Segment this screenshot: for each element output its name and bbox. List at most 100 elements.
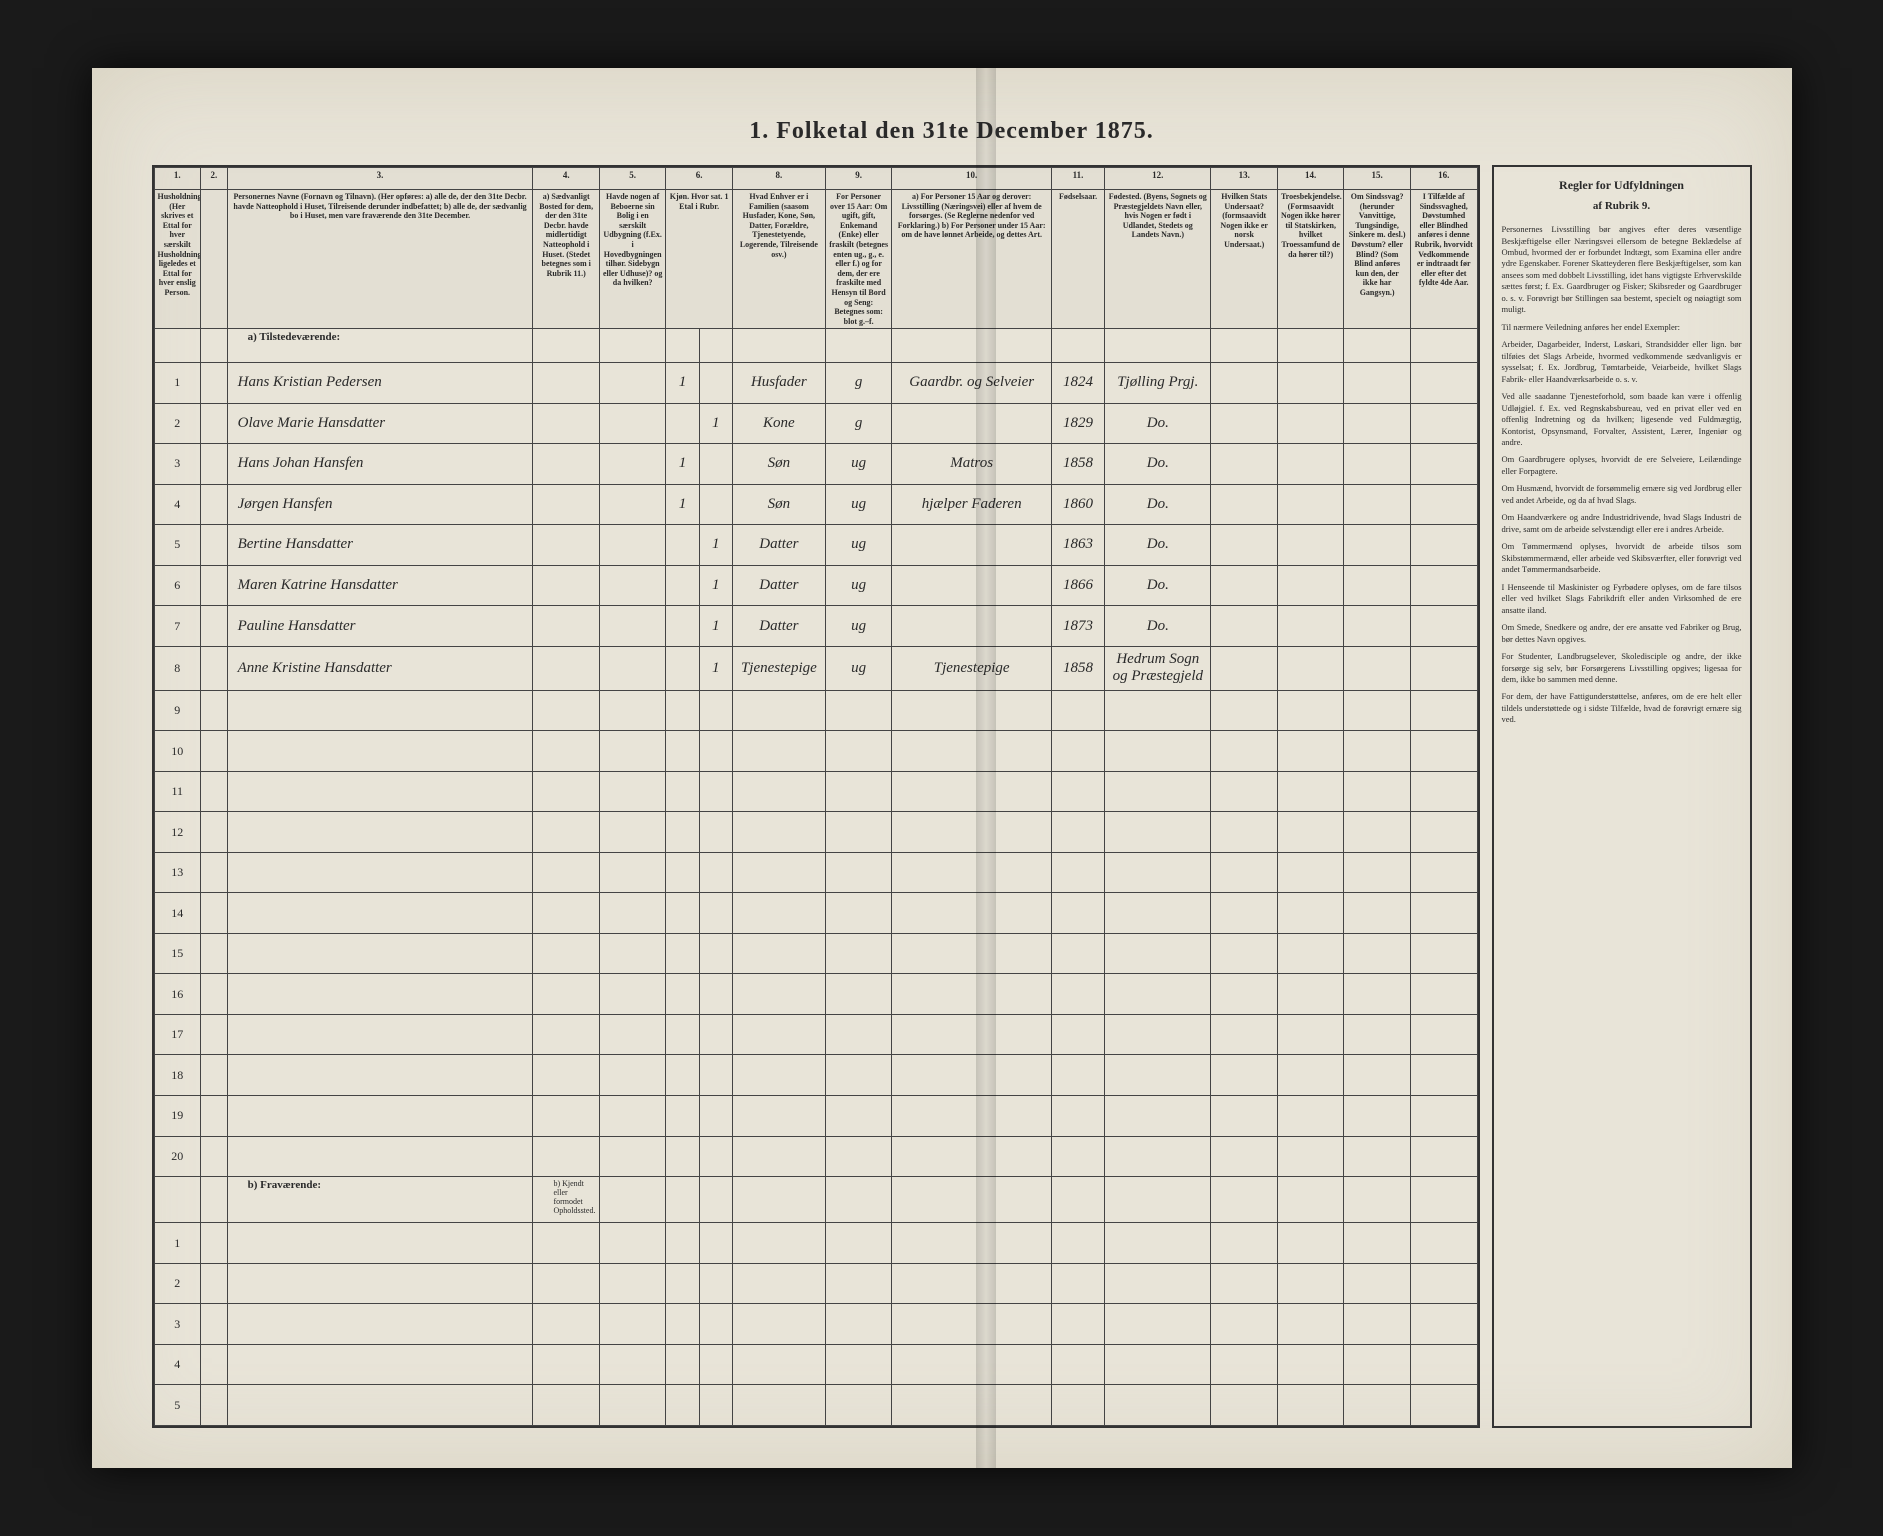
- table-cell: [666, 974, 699, 1015]
- table-cell: [666, 606, 699, 647]
- table-cell: [1410, 893, 1477, 934]
- page-title: 1. Folketal den 31te December 1875.: [152, 118, 1752, 145]
- table-cell: Do.: [1105, 525, 1211, 566]
- table-cell: 1: [699, 565, 732, 606]
- table-cell: [1105, 1385, 1211, 1426]
- table-cell: [1277, 1263, 1343, 1304]
- section-label: b) Fraværende:: [227, 1177, 533, 1223]
- table-cell: [533, 812, 599, 853]
- table-row: 5Bertine Hansdatter1Datterug1863Do.: [154, 525, 1477, 566]
- table-cell: [533, 444, 599, 485]
- table-cell: [1051, 933, 1104, 974]
- table-cell: [599, 484, 665, 525]
- document-page: 1. Folketal den 31te December 1875. 1. 2…: [92, 68, 1792, 1468]
- table-cell: Do.: [1105, 484, 1211, 525]
- table-cell: [1051, 731, 1104, 772]
- table-cell: [533, 1223, 599, 1264]
- table-cell: [699, 1096, 732, 1137]
- table-cell: 7: [154, 606, 201, 647]
- table-cell: [825, 1263, 891, 1304]
- table-cell: [599, 646, 665, 690]
- table-cell: [1410, 812, 1477, 853]
- table-cell: [825, 852, 891, 893]
- table-cell: [201, 484, 228, 525]
- table-cell: [1211, 484, 1277, 525]
- table-cell: 15: [154, 933, 201, 974]
- table-cell: [1211, 771, 1277, 812]
- table-cell: [1105, 1344, 1211, 1385]
- table-cell: [1105, 1096, 1211, 1137]
- col-header: Husholdninger. (Her skrives et Ettal for…: [154, 190, 201, 329]
- table-cell: [599, 933, 665, 974]
- table-cell: [599, 363, 665, 404]
- table-cell: [1344, 1136, 1410, 1177]
- table-cell: [227, 812, 533, 853]
- table-cell: [1105, 933, 1211, 974]
- table-cell: [1051, 1055, 1104, 1096]
- table-cell: [227, 1385, 533, 1426]
- table-cell: [1211, 812, 1277, 853]
- rules-sidebar: Regler for Udfyldningen af Rubrik 9. Per…: [1492, 165, 1752, 1428]
- table-cell: 18: [154, 1055, 201, 1096]
- table-cell: [1344, 1055, 1410, 1096]
- table-cell: [666, 1096, 699, 1137]
- table-cell: 1873: [1051, 606, 1104, 647]
- table-cell: Bertine Hansdatter: [227, 525, 533, 566]
- table-cell: [1211, 974, 1277, 1015]
- table-cell: [1211, 690, 1277, 731]
- table-cell: [1051, 974, 1104, 1015]
- table-cell: [1410, 974, 1477, 1015]
- table-cell: Hans Kristian Pedersen: [227, 363, 533, 404]
- table-cell: [732, 1223, 825, 1264]
- column-header-row: Husholdninger. (Her skrives et Ettal for…: [154, 190, 1477, 329]
- table-cell: [699, 731, 732, 772]
- table-body: a) Tilstedeværende: 1 Hans Kristian Peders…: [154, 329, 1477, 1426]
- table-cell: [892, 812, 1052, 853]
- table-cell: [699, 444, 732, 485]
- table-cell: [666, 403, 699, 444]
- table-cell: [892, 974, 1052, 1015]
- table-cell: 5: [154, 525, 201, 566]
- table-cell: [1410, 444, 1477, 485]
- colnum: 5.: [599, 168, 665, 190]
- table-cell: [1410, 1344, 1477, 1385]
- table-cell: [201, 1136, 228, 1177]
- table-cell: [666, 1344, 699, 1385]
- table-cell: [599, 852, 665, 893]
- table-cell: [825, 1223, 891, 1264]
- table-row: 17: [154, 1014, 1477, 1055]
- col-header: Personernes Navne (Fornavn og Tilnavn). …: [227, 190, 533, 329]
- table-cell: [201, 1263, 228, 1304]
- table-cell: [825, 1385, 891, 1426]
- sidebar-paragraph: Om Haandværkere og andre Industridrivend…: [1502, 512, 1742, 535]
- sidebar-paragraph: I Henseende til Maskinister og Fyrbødere…: [1502, 582, 1742, 616]
- table-cell: [201, 1304, 228, 1345]
- table-cell: [666, 731, 699, 772]
- colnum: 16.: [1410, 168, 1477, 190]
- table-cell: [892, 1304, 1052, 1345]
- colnum: 2.: [201, 168, 228, 190]
- table-cell: [1211, 1055, 1277, 1096]
- table-cell: [1344, 1304, 1410, 1345]
- table-cell: [1277, 606, 1343, 647]
- table-cell: [1410, 1263, 1477, 1304]
- table-cell: Do.: [1105, 444, 1211, 485]
- table-cell: [1344, 444, 1410, 485]
- section-label: a) Tilstedeværende:: [227, 329, 533, 363]
- sidebar-paragraph: For dem, der have Fattigunderstøttelse, …: [1502, 691, 1742, 725]
- table-cell: [599, 771, 665, 812]
- table-cell: [1051, 1136, 1104, 1177]
- table-cell: [201, 893, 228, 934]
- table-cell: 1860: [1051, 484, 1104, 525]
- table-cell: [1211, 1263, 1277, 1304]
- column-number-row: 1. 2. 3. 4. 5. 6. 8. 9. 10. 11. 12. 13. …: [154, 168, 1477, 190]
- table-cell: [699, 1223, 732, 1264]
- table-cell: 16: [154, 974, 201, 1015]
- col-header: Troesbekjendelse. (Formsaavidt Nogen ikk…: [1277, 190, 1343, 329]
- table-cell: [533, 565, 599, 606]
- table-cell: 2: [154, 1263, 201, 1304]
- table-cell: [1105, 852, 1211, 893]
- table-cell: [892, 1385, 1052, 1426]
- table-cell: [1051, 1223, 1104, 1264]
- table-cell: [1344, 565, 1410, 606]
